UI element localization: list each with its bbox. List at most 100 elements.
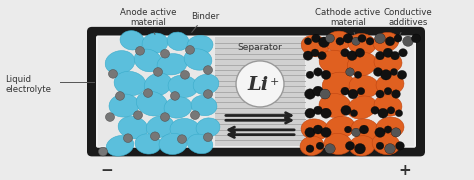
Circle shape — [346, 68, 355, 76]
Circle shape — [357, 87, 365, 95]
Ellipse shape — [109, 94, 139, 117]
Circle shape — [321, 127, 331, 137]
Circle shape — [109, 69, 118, 78]
Circle shape — [391, 69, 398, 75]
Ellipse shape — [142, 33, 168, 53]
Ellipse shape — [322, 72, 354, 97]
Circle shape — [385, 144, 395, 154]
Text: Binder: Binder — [191, 12, 219, 32]
Ellipse shape — [184, 49, 212, 70]
Circle shape — [313, 125, 323, 134]
Circle shape — [336, 37, 344, 45]
Circle shape — [203, 90, 212, 98]
FancyBboxPatch shape — [96, 35, 416, 148]
Circle shape — [144, 89, 153, 97]
Circle shape — [314, 68, 322, 76]
Circle shape — [378, 108, 388, 118]
Ellipse shape — [376, 74, 404, 95]
Ellipse shape — [319, 50, 351, 75]
Circle shape — [348, 89, 358, 99]
Ellipse shape — [164, 97, 192, 118]
Ellipse shape — [105, 51, 135, 74]
Ellipse shape — [349, 136, 375, 156]
Circle shape — [161, 113, 170, 121]
Circle shape — [316, 142, 324, 150]
Ellipse shape — [146, 116, 174, 138]
Bar — [98, 37, 215, 146]
Circle shape — [359, 125, 369, 134]
Circle shape — [384, 126, 392, 133]
Circle shape — [355, 71, 362, 78]
Ellipse shape — [106, 136, 134, 156]
Ellipse shape — [301, 119, 329, 140]
Ellipse shape — [325, 31, 351, 51]
Circle shape — [399, 49, 407, 57]
Text: −: − — [100, 163, 113, 178]
Ellipse shape — [118, 116, 148, 139]
Ellipse shape — [347, 52, 377, 76]
Circle shape — [161, 50, 170, 58]
Ellipse shape — [324, 133, 352, 154]
Circle shape — [306, 71, 314, 78]
Circle shape — [151, 132, 159, 141]
Text: Li: Li — [247, 76, 269, 94]
Circle shape — [375, 127, 385, 137]
Ellipse shape — [348, 33, 376, 55]
Circle shape — [350, 110, 357, 117]
Ellipse shape — [168, 75, 198, 97]
Circle shape — [326, 34, 335, 43]
Circle shape — [185, 46, 194, 54]
Circle shape — [313, 86, 323, 96]
Circle shape — [385, 37, 395, 46]
Circle shape — [346, 141, 355, 150]
Text: Conductive
additives: Conductive additives — [383, 8, 432, 35]
Ellipse shape — [301, 35, 329, 57]
Circle shape — [374, 68, 383, 76]
Circle shape — [397, 70, 407, 79]
Circle shape — [383, 48, 393, 57]
Circle shape — [355, 143, 365, 154]
Ellipse shape — [159, 133, 187, 154]
Circle shape — [305, 89, 315, 99]
Circle shape — [391, 51, 400, 60]
Ellipse shape — [351, 119, 379, 140]
Circle shape — [106, 113, 115, 121]
Circle shape — [134, 111, 143, 120]
Ellipse shape — [300, 136, 324, 156]
Circle shape — [384, 87, 392, 95]
Ellipse shape — [372, 133, 400, 155]
Circle shape — [341, 49, 349, 57]
Circle shape — [376, 90, 384, 98]
Ellipse shape — [135, 134, 161, 154]
Circle shape — [305, 127, 315, 137]
Circle shape — [319, 37, 329, 48]
Text: +: + — [399, 163, 411, 178]
Circle shape — [136, 47, 145, 55]
Circle shape — [366, 37, 374, 45]
Ellipse shape — [191, 95, 217, 116]
Circle shape — [411, 34, 420, 43]
Circle shape — [375, 51, 384, 60]
Circle shape — [116, 92, 125, 100]
Circle shape — [371, 106, 379, 114]
Circle shape — [304, 38, 311, 45]
Circle shape — [306, 145, 314, 152]
Circle shape — [341, 87, 349, 95]
Circle shape — [203, 133, 212, 141]
Circle shape — [352, 128, 360, 137]
Circle shape — [311, 49, 319, 57]
Circle shape — [321, 70, 331, 79]
Circle shape — [318, 52, 326, 60]
Ellipse shape — [144, 73, 172, 96]
Text: +: + — [270, 77, 279, 87]
Ellipse shape — [120, 31, 144, 50]
Circle shape — [320, 89, 330, 99]
Circle shape — [403, 36, 413, 46]
Ellipse shape — [376, 117, 404, 138]
Ellipse shape — [167, 32, 189, 50]
Circle shape — [345, 126, 352, 133]
Circle shape — [395, 110, 402, 117]
Circle shape — [356, 48, 365, 57]
Circle shape — [392, 90, 401, 98]
Bar — [305, 37, 414, 146]
